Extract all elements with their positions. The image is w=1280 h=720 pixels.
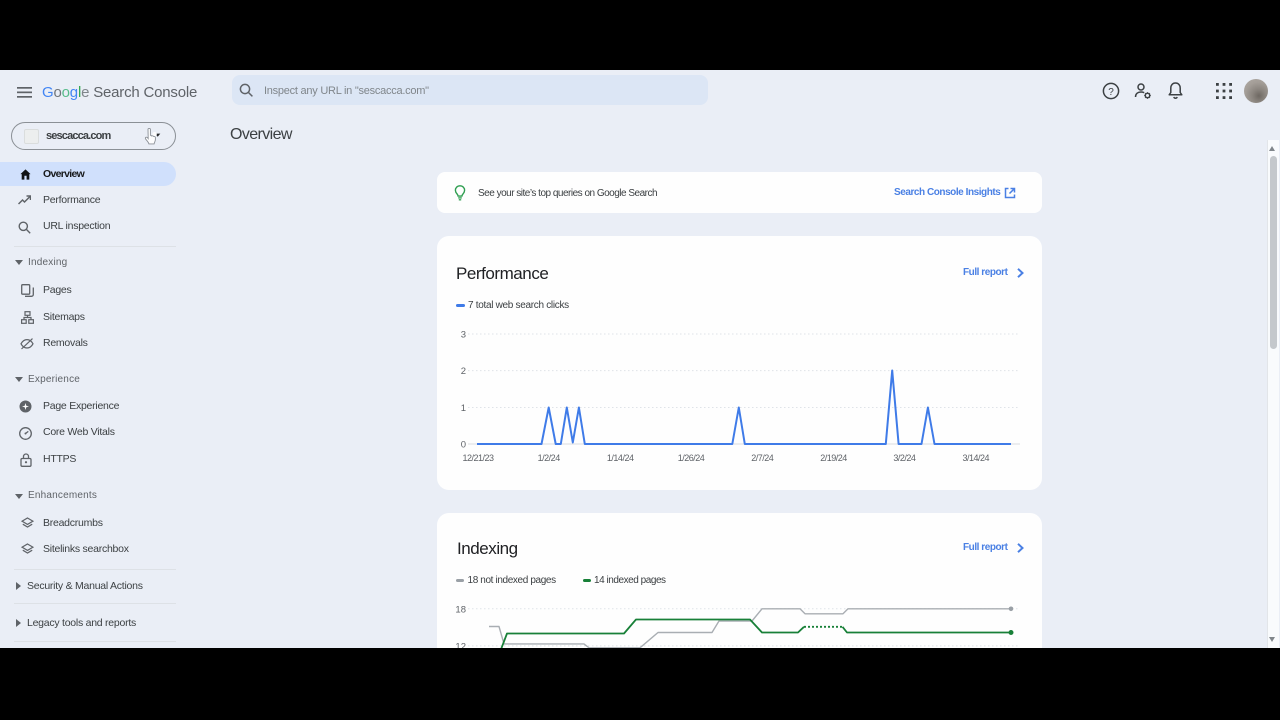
svg-text:2/7/24: 2/7/24 — [751, 453, 774, 463]
svg-text:18: 18 — [455, 604, 466, 615]
svg-text:12: 12 — [455, 641, 466, 648]
svg-text:1/26/24: 1/26/24 — [678, 453, 705, 463]
svg-text:3/2/24: 3/2/24 — [893, 453, 916, 463]
svg-text:3/14/24: 3/14/24 — [963, 453, 990, 463]
svg-text:1: 1 — [461, 403, 466, 414]
svg-text:1/2/24: 1/2/24 — [538, 453, 561, 463]
svg-text:3: 3 — [461, 330, 466, 341]
svg-text:2/19/24: 2/19/24 — [820, 453, 847, 463]
svg-text:12/21/23: 12/21/23 — [462, 453, 494, 463]
svg-text:1/14/24: 1/14/24 — [607, 453, 634, 463]
svg-text:?: ? — [1108, 87, 1114, 98]
svg-text:2: 2 — [461, 366, 466, 377]
svg-text:0: 0 — [461, 440, 466, 451]
